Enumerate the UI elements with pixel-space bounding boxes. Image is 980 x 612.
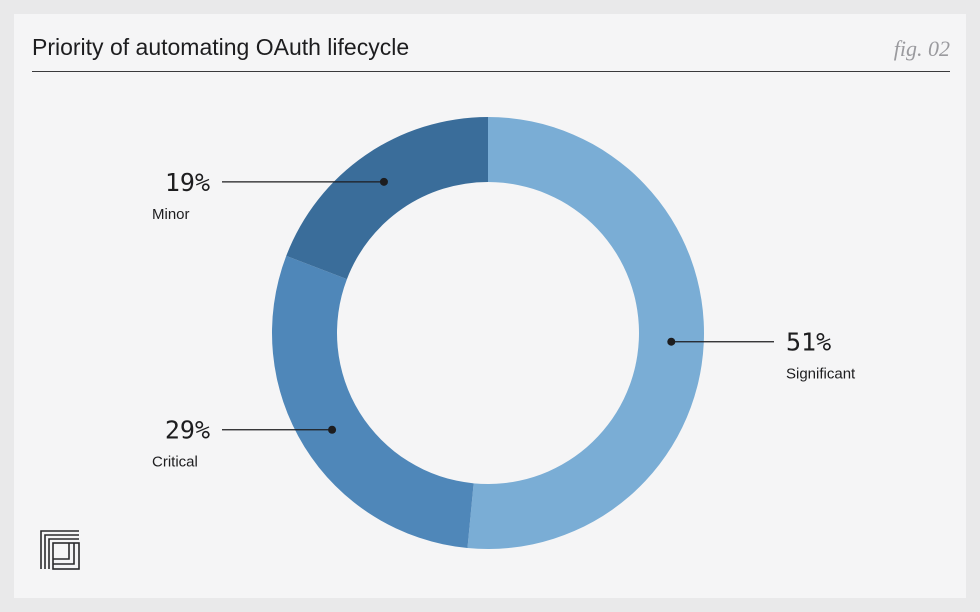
value-label-minor: 19% [165,168,210,197]
category-label-significant: Significant [786,366,856,383]
stacked-squares-logo-icon [40,530,80,570]
donut-slice-significant [467,117,705,549]
donut-slice-critical [271,255,474,549]
donut-slice-minor [286,117,488,280]
chart-title: Priority of automating OAuth lifecycle [32,34,410,60]
chart-card: Priority of automating OAuth lifecycle f… [14,14,966,598]
leader-dot-critical [328,425,337,434]
donut-chart: 51% Significant 29% Critical 19% Minor [152,117,856,549]
leader-dot-minor [379,177,388,186]
value-label-significant: 51% [786,328,831,357]
leader-dot-significant [667,337,676,346]
category-label-critical: Critical [152,454,198,471]
figure-number: fig. 02 [893,36,950,61]
category-label-minor: Minor [152,206,190,223]
value-label-critical: 29% [165,416,210,445]
title-divider [32,71,950,72]
